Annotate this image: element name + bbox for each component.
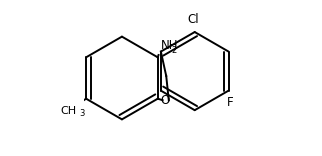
Text: F: F: [227, 96, 233, 109]
Text: CH: CH: [60, 106, 76, 116]
Text: O: O: [161, 94, 170, 107]
Text: Cl: Cl: [187, 13, 199, 26]
Text: NH: NH: [160, 39, 178, 52]
Text: 3: 3: [79, 109, 85, 118]
Text: 2: 2: [172, 46, 177, 55]
